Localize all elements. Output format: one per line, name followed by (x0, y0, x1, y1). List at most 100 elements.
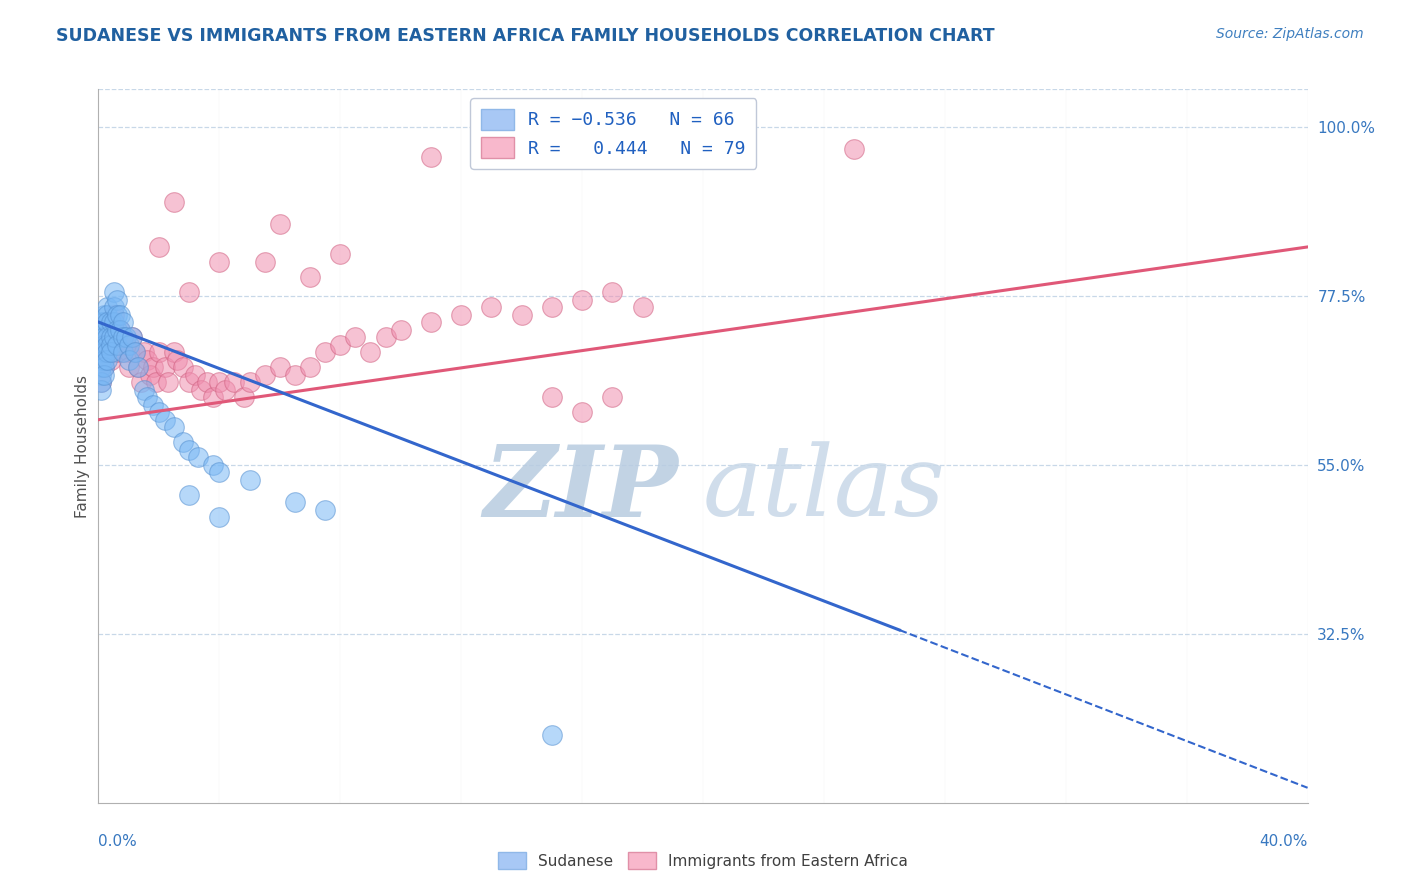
Point (269, 218, 291, 232)
Point (184, 368, 207, 382)
Point (108, 322, 131, 336)
Point (96, 300, 118, 314)
Point (450, 308, 472, 322)
Point (90, 383, 112, 397)
Point (108, 308, 131, 322)
Point (111, 345, 134, 359)
Point (132, 345, 155, 359)
Point (118, 360, 141, 375)
Point (96, 345, 118, 359)
Point (179, 375, 201, 389)
Point (844, 142, 866, 156)
Point (374, 330, 396, 344)
Point (121, 330, 143, 344)
Point (540, 390, 562, 404)
Point (540, 300, 562, 314)
Point (105, 345, 128, 359)
Point (93, 315, 115, 329)
Point (96, 352, 118, 367)
Text: ZIP: ZIP (484, 441, 679, 537)
Point (172, 435, 194, 450)
Point (571, 293, 593, 307)
Point (132, 383, 155, 397)
Point (103, 330, 125, 344)
Point (124, 345, 146, 359)
Text: Source: ZipAtlas.com: Source: ZipAtlas.com (1216, 27, 1364, 41)
Point (540, 728, 562, 742)
Point (111, 345, 134, 359)
Point (90, 315, 112, 329)
Point (100, 337, 122, 351)
Point (190, 383, 212, 397)
Point (239, 375, 262, 389)
Point (103, 308, 125, 322)
Point (93, 330, 115, 344)
Point (148, 240, 170, 254)
Point (93, 330, 115, 344)
Point (187, 450, 209, 465)
Point (127, 360, 149, 375)
Point (90, 352, 112, 367)
Point (166, 352, 188, 367)
Point (114, 337, 136, 351)
Point (208, 375, 231, 389)
Point (96, 315, 118, 329)
Point (202, 458, 225, 472)
Point (360, 345, 382, 359)
Point (90, 345, 112, 359)
Point (93, 360, 115, 375)
Point (111, 330, 134, 344)
Point (90, 337, 112, 351)
Point (208, 465, 231, 479)
Point (481, 300, 503, 314)
Point (214, 383, 236, 397)
Point (135, 390, 157, 404)
Point (314, 345, 336, 359)
Point (90, 368, 112, 382)
Point (179, 442, 201, 457)
Point (127, 360, 149, 375)
Point (90, 375, 112, 389)
Point (90, 360, 112, 375)
Point (156, 375, 179, 389)
Point (100, 352, 122, 367)
Point (135, 352, 157, 367)
Point (148, 345, 170, 359)
Point (602, 285, 624, 299)
Point (111, 330, 134, 344)
Point (118, 337, 141, 351)
Point (93, 337, 115, 351)
Point (284, 495, 307, 509)
Point (239, 473, 262, 487)
Point (232, 390, 254, 404)
Point (100, 330, 122, 344)
Point (118, 345, 141, 359)
Point (100, 315, 122, 329)
Point (90, 345, 112, 359)
Point (90, 360, 112, 375)
Point (314, 503, 336, 517)
Text: SUDANESE VS IMMIGRANTS FROM EASTERN AFRICA FAMILY HOUSEHOLDS CORRELATION CHART: SUDANESE VS IMMIGRANTS FROM EASTERN AFRI… (56, 27, 995, 45)
Point (105, 330, 128, 344)
Point (93, 368, 115, 382)
Point (103, 285, 125, 299)
Point (179, 285, 201, 299)
Point (224, 375, 246, 389)
Point (93, 322, 115, 336)
Point (153, 360, 176, 375)
Point (179, 488, 201, 502)
Point (510, 308, 533, 322)
Point (571, 405, 593, 419)
Text: 40.0%: 40.0% (1260, 834, 1308, 849)
Point (142, 398, 165, 412)
Point (129, 375, 152, 389)
Point (100, 337, 122, 351)
Point (148, 405, 170, 419)
Point (93, 345, 115, 359)
Point (420, 315, 443, 329)
Text: 0.0%: 0.0% (98, 834, 138, 849)
Point (124, 345, 146, 359)
Point (299, 270, 322, 285)
Point (93, 352, 115, 367)
Point (153, 413, 176, 427)
